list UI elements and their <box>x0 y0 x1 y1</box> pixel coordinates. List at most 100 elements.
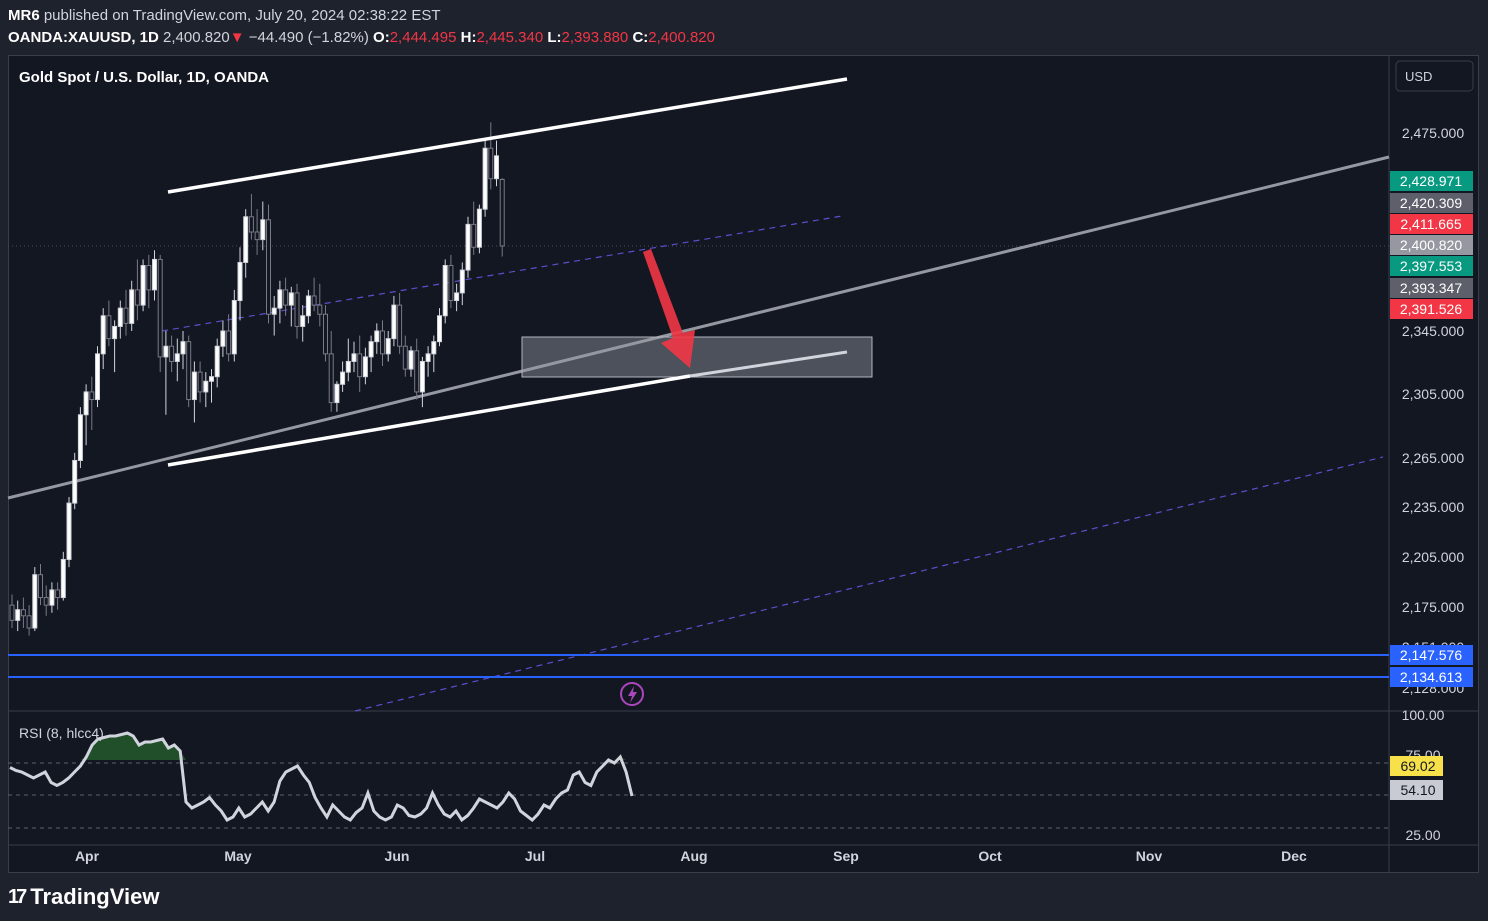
channel-top-line <box>167 77 848 194</box>
candle <box>476 204 482 254</box>
price-label: 2,393.347 <box>1390 278 1473 298</box>
candle <box>134 259 140 321</box>
candle <box>294 283 300 339</box>
candle <box>482 140 488 217</box>
candle <box>174 338 180 382</box>
candle <box>248 193 254 240</box>
y-tick-label: 2,265.000 <box>1402 450 1464 466</box>
candle <box>169 335 175 373</box>
candle <box>163 331 169 415</box>
tradingview-logo-icon: 17 <box>8 885 27 908</box>
price-label: 2,391.526 <box>1390 299 1473 319</box>
x-tick-label: Jul <box>525 848 545 864</box>
candle <box>197 361 203 403</box>
candle <box>385 331 391 362</box>
candle <box>260 201 266 251</box>
candle <box>408 346 414 377</box>
chart-title: Gold Spot / U.S. Dollar, 1D, OANDA <box>19 69 269 86</box>
candle <box>226 314 232 362</box>
candle <box>328 331 334 412</box>
candle <box>49 582 55 613</box>
price-label: 2,428.971 <box>1390 171 1473 191</box>
y-tick-label: 2,205.000 <box>1402 549 1464 565</box>
low-value: 2,393.880 <box>561 29 629 46</box>
svg-text:54.10: 54.10 <box>1400 782 1435 798</box>
price-label: 2,397.553 <box>1390 256 1473 276</box>
candle <box>83 384 89 446</box>
symbol-info: OANDA:XAUUSD, 1D 2,400.820▼ −44.490 (−1.… <box>8 29 715 46</box>
candle <box>357 335 363 392</box>
rsi-overbought-fill <box>10 733 632 760</box>
x-tick-label: Dec <box>1281 848 1307 864</box>
open-value: 2,444.495 <box>389 29 457 46</box>
price-change: −44.490 (−1.82%) <box>248 29 369 46</box>
x-tick-label: May <box>224 848 251 864</box>
channel-inner-line <box>689 350 848 378</box>
candle <box>283 277 289 316</box>
candle <box>459 262 465 306</box>
candle <box>123 289 129 336</box>
grey-trendline <box>7 155 1390 500</box>
x-tick-label: Oct <box>978 848 1002 864</box>
candle <box>345 338 351 382</box>
candle <box>323 305 328 362</box>
candle <box>220 320 226 357</box>
x-tick-label: Apr <box>75 848 100 864</box>
candle <box>152 250 157 301</box>
close-label: C: <box>632 29 649 46</box>
candle <box>414 338 420 400</box>
candle <box>43 585 49 616</box>
svg-text:2,391.526: 2,391.526 <box>1400 301 1462 317</box>
candle <box>38 564 43 606</box>
candle <box>380 320 385 367</box>
candle <box>191 361 197 423</box>
candle <box>300 305 306 342</box>
svg-text:69.02: 69.02 <box>1400 758 1435 774</box>
down-arrow-drawing <box>643 249 695 368</box>
candle <box>112 320 118 373</box>
candle <box>465 216 471 278</box>
candle <box>311 277 317 312</box>
candle <box>231 289 237 362</box>
publish-info: MR6 published on TradingView.com, July 2… <box>8 7 441 24</box>
candle <box>203 372 209 408</box>
price-label: 2,134.613 <box>1390 667 1473 687</box>
y-tick-label: 2,235.000 <box>1402 499 1464 515</box>
candle <box>442 259 448 324</box>
candle <box>186 335 192 408</box>
candle <box>157 254 163 373</box>
candle <box>351 341 357 373</box>
candle <box>448 254 454 309</box>
svg-text:2,147.576: 2,147.576 <box>1400 647 1462 663</box>
candle <box>397 292 403 354</box>
chart-frame[interactable] <box>8 55 1479 873</box>
candle <box>368 335 374 373</box>
currency-button[interactable]: USD <box>1405 69 1432 84</box>
candle <box>117 300 123 339</box>
price-label: 2,411.665 <box>1390 214 1473 234</box>
svg-text:2,420.309: 2,420.309 <box>1400 195 1462 211</box>
svg-text:2,393.347: 2,393.347 <box>1400 280 1462 296</box>
candle <box>494 140 499 187</box>
svg-text:2,400.820: 2,400.820 <box>1400 237 1462 253</box>
candle <box>305 289 311 324</box>
high-value: 2,445.340 <box>476 29 544 46</box>
svg-text:2,411.665: 2,411.665 <box>1400 216 1461 232</box>
candle <box>237 247 243 321</box>
candle <box>499 178 505 257</box>
candle <box>334 381 340 412</box>
lightning-icon[interactable] <box>620 682 644 706</box>
candle <box>140 259 146 312</box>
author-name[interactable]: MR6 <box>8 7 40 24</box>
x-tick-label: Sep <box>833 848 859 864</box>
price-label: 2,400.820 <box>1390 235 1473 255</box>
x-tick-label: Aug <box>680 848 707 864</box>
candle <box>15 600 21 632</box>
symbol-name[interactable]: OANDA:XAUUSD, 1D <box>8 29 159 46</box>
y-tick-label: 2,175.000 <box>1402 599 1464 615</box>
tradingview-logo[interactable]: 17 TradingView <box>8 884 159 910</box>
brand-name: TradingView <box>30 884 160 909</box>
candle <box>32 567 38 632</box>
candle <box>431 335 437 373</box>
